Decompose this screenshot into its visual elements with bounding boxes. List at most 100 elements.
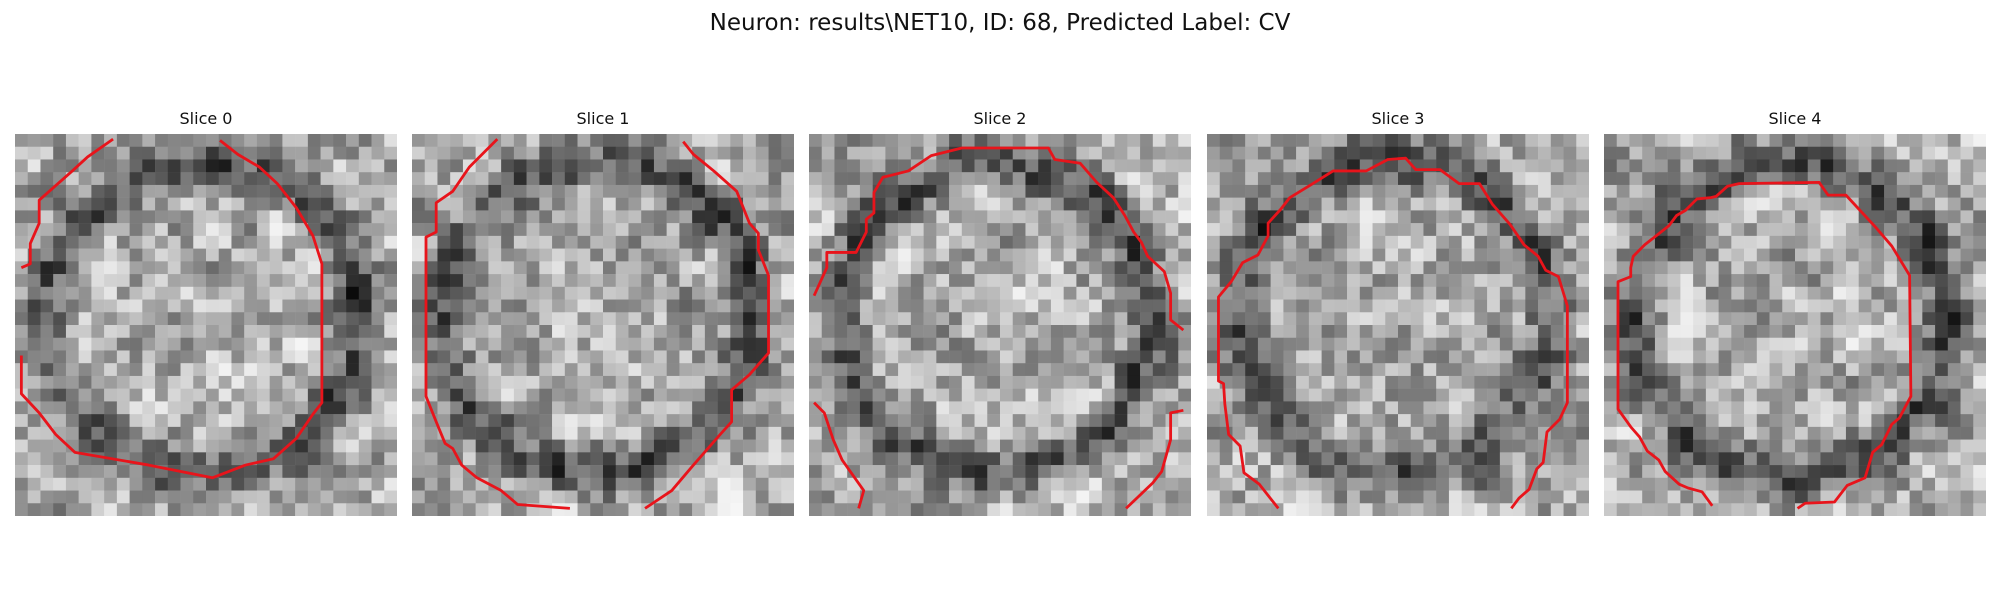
pixel bbox=[552, 490, 566, 504]
pixel bbox=[809, 503, 822, 516]
pixel bbox=[450, 197, 464, 211]
pixel bbox=[1731, 235, 1745, 249]
pixel bbox=[1795, 286, 1808, 300]
pixel bbox=[1165, 184, 1179, 198]
pixel bbox=[1909, 388, 1923, 402]
pixel bbox=[1525, 388, 1539, 402]
pixel bbox=[666, 299, 680, 313]
pixel bbox=[961, 426, 975, 440]
pixel bbox=[1858, 325, 1872, 338]
pixel bbox=[603, 350, 616, 364]
pixel bbox=[1642, 375, 1656, 389]
pixel bbox=[1693, 375, 1707, 389]
pixel bbox=[704, 235, 718, 249]
pixel bbox=[1744, 210, 1758, 224]
slice-1-title: Slice 1 bbox=[576, 109, 630, 128]
pixel bbox=[1871, 325, 1885, 338]
pixel bbox=[936, 452, 950, 466]
pixel bbox=[1114, 146, 1128, 160]
pixel bbox=[1973, 248, 1986, 262]
pixel bbox=[513, 388, 527, 402]
pixel bbox=[923, 235, 937, 249]
pixel bbox=[1474, 337, 1488, 351]
pixel bbox=[1063, 426, 1077, 440]
pixel bbox=[1499, 312, 1513, 326]
pixel bbox=[1038, 439, 1052, 453]
pixel bbox=[1321, 248, 1335, 262]
pixel bbox=[193, 210, 207, 224]
pixel bbox=[885, 286, 899, 300]
pixel bbox=[346, 261, 360, 275]
pixel bbox=[1448, 261, 1462, 275]
pixel bbox=[282, 261, 296, 275]
pixel bbox=[256, 261, 270, 275]
pixel bbox=[539, 235, 553, 249]
pixel bbox=[1654, 197, 1668, 211]
pixel bbox=[282, 223, 296, 237]
pixel bbox=[269, 490, 283, 504]
pixel bbox=[104, 465, 118, 479]
pixel bbox=[936, 401, 950, 415]
pixel bbox=[1487, 325, 1501, 338]
pixel bbox=[384, 325, 397, 338]
pixel bbox=[412, 439, 425, 453]
pixel bbox=[641, 490, 655, 504]
pixel bbox=[1114, 134, 1128, 147]
pixel bbox=[1152, 426, 1166, 440]
pixel bbox=[1922, 146, 1936, 160]
pixel bbox=[730, 134, 744, 147]
pixel bbox=[1050, 197, 1064, 211]
pixel bbox=[269, 375, 283, 389]
pixel bbox=[1769, 337, 1783, 351]
pixel bbox=[1820, 197, 1834, 211]
pixel bbox=[244, 325, 258, 338]
pixel bbox=[717, 146, 731, 160]
pixel bbox=[346, 235, 360, 249]
pixel bbox=[1820, 426, 1834, 440]
pixel bbox=[1667, 490, 1681, 504]
pixel bbox=[1127, 401, 1141, 415]
pixel bbox=[781, 235, 794, 249]
pixel bbox=[40, 439, 54, 453]
pixel bbox=[1896, 274, 1910, 288]
pixel bbox=[923, 477, 937, 491]
pixel bbox=[155, 235, 169, 249]
pixel bbox=[27, 388, 41, 402]
pixel bbox=[1960, 235, 1974, 249]
pixel bbox=[590, 503, 604, 516]
pixel bbox=[755, 490, 769, 504]
pixel bbox=[692, 414, 706, 428]
pixel bbox=[1820, 210, 1834, 224]
pixel bbox=[1076, 414, 1090, 428]
pixel bbox=[501, 210, 515, 224]
pixel bbox=[27, 312, 41, 326]
pixel bbox=[615, 439, 629, 453]
pixel bbox=[1731, 426, 1745, 440]
pixel bbox=[295, 274, 309, 288]
pixel bbox=[412, 286, 425, 300]
pixel bbox=[1858, 134, 1872, 147]
pixel bbox=[142, 337, 156, 351]
pixel bbox=[1423, 312, 1437, 326]
pixel bbox=[1744, 337, 1758, 351]
pixel bbox=[1935, 286, 1949, 300]
pixel bbox=[1257, 452, 1271, 466]
pixel bbox=[193, 184, 207, 198]
pixel bbox=[371, 159, 385, 173]
pixel bbox=[488, 286, 502, 300]
pixel bbox=[666, 248, 680, 262]
pixel bbox=[1909, 503, 1923, 516]
pixel bbox=[282, 159, 296, 173]
pixel bbox=[295, 248, 309, 262]
pixel bbox=[1207, 248, 1220, 262]
pixel bbox=[1667, 439, 1681, 453]
slice-3-title: Slice 3 bbox=[1371, 109, 1425, 128]
pixel bbox=[910, 146, 924, 160]
pixel bbox=[1101, 452, 1115, 466]
pixel bbox=[1423, 401, 1437, 415]
pixel bbox=[603, 134, 616, 147]
pixel bbox=[1140, 375, 1154, 389]
pixel bbox=[987, 197, 1001, 211]
pixel bbox=[129, 337, 143, 351]
pixel bbox=[821, 452, 835, 466]
